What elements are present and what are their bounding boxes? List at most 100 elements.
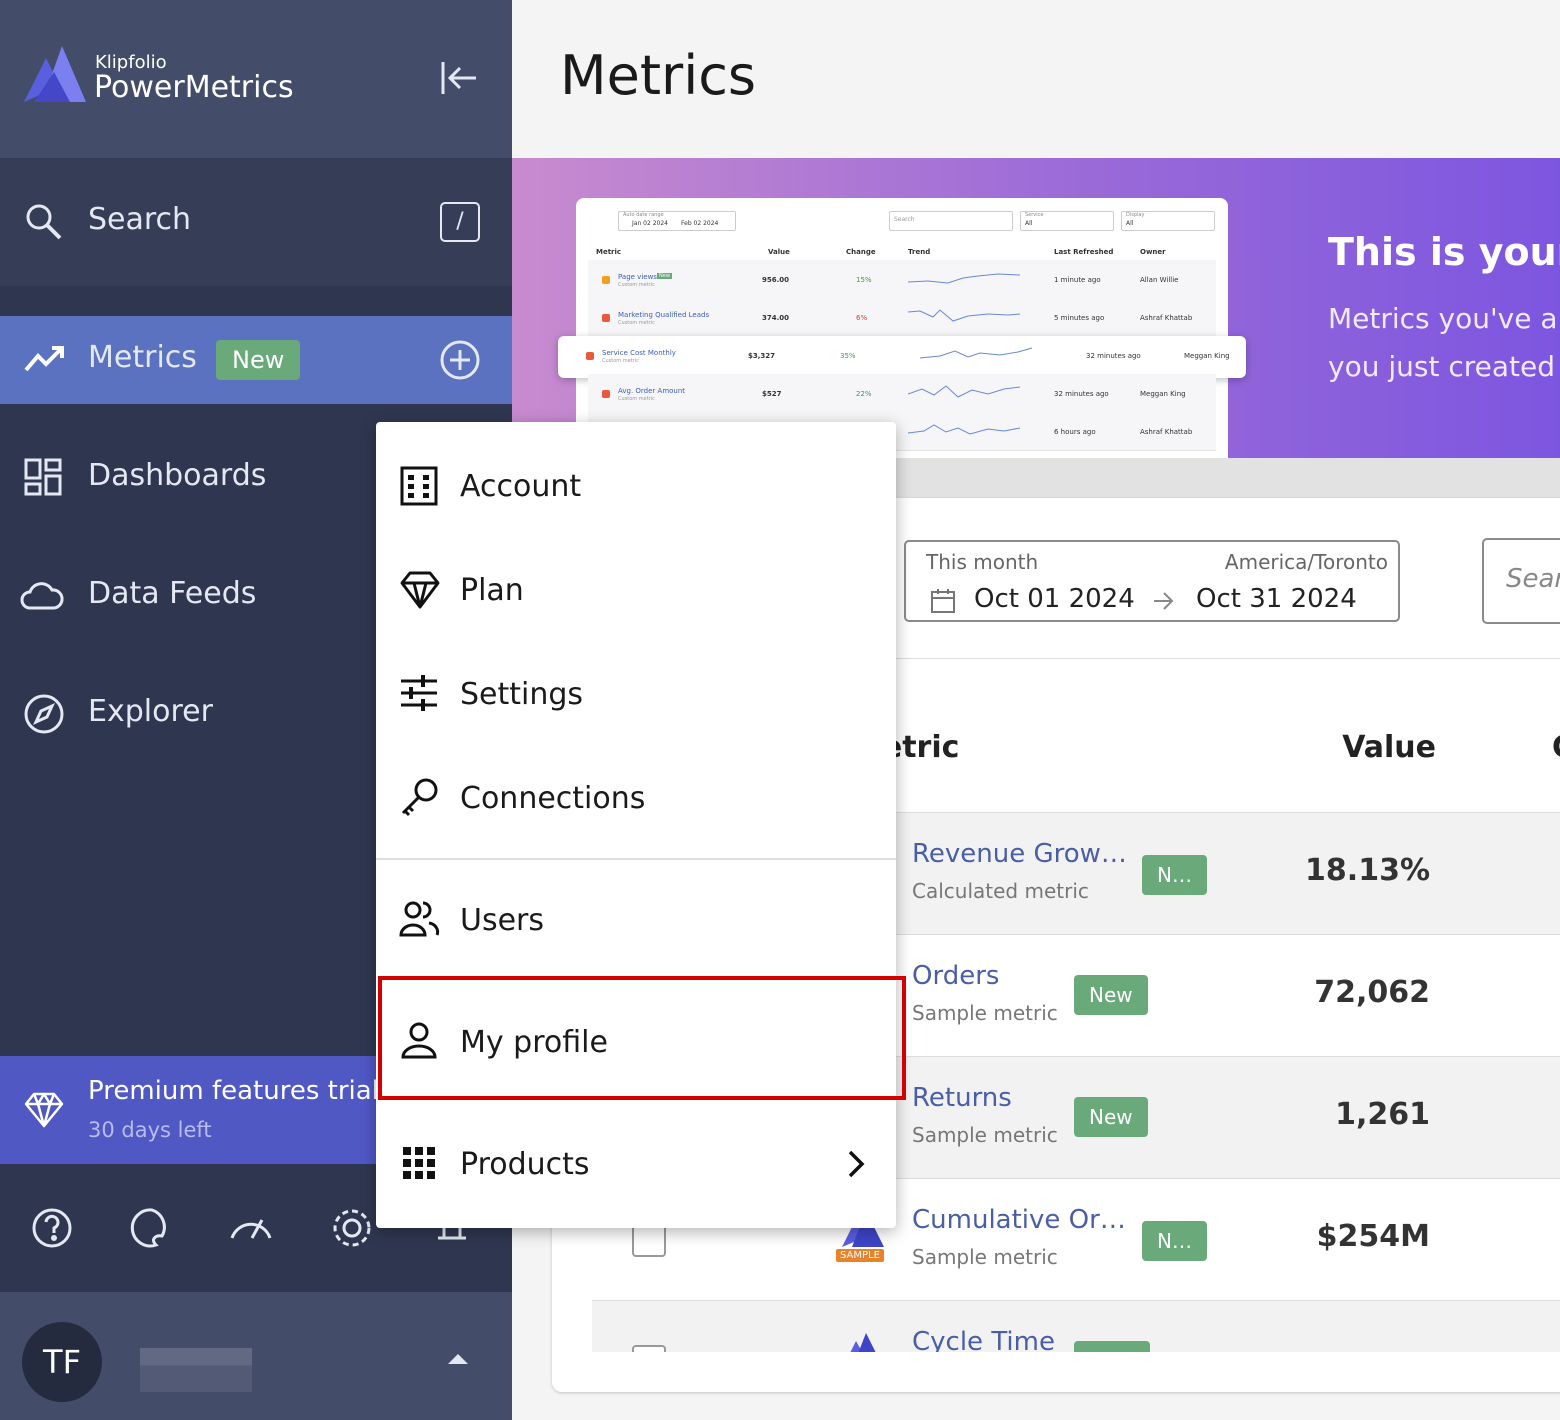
preview-select <box>1121 211 1215 231</box>
preview-text: 32 minutes ago <box>1054 390 1109 398</box>
metric-badge <box>1074 1341 1150 1352</box>
banner-line: you just created <box>1328 350 1555 383</box>
chevron-icon <box>848 1150 865 1178</box>
nav-icon <box>24 346 64 372</box>
highlight-box <box>378 976 906 1100</box>
metric-name[interactable]: Cumulative Or… <box>912 1205 1126 1235</box>
metric-value: 72,062 <box>1314 975 1430 1010</box>
metric-icon <box>850 1333 876 1352</box>
redacted-name <box>140 1348 252 1392</box>
preview-text: 6% <box>856 314 868 322</box>
preview-text: 35% <box>840 352 856 360</box>
preview-row <box>588 298 1216 337</box>
nav-item[interactable]: Dashboards <box>0 434 512 522</box>
preview-text: Feb 02 2024 <box>681 220 719 227</box>
table-row[interactable]: Cycle Time <box>592 1300 1560 1352</box>
menu-item[interactable]: Connections <box>376 748 896 848</box>
banner-title: This is your <box>1328 230 1560 274</box>
metric-name[interactable]: Returns <box>912 1083 1012 1113</box>
preview-text: Meggan King <box>1140 390 1186 398</box>
menu-item[interactable]: Products <box>376 1114 896 1214</box>
metric-icon <box>842 1211 884 1247</box>
preview-row <box>588 260 1216 299</box>
account-menu: Account Plan Settings Connections Users My pr… <box>376 422 896 1228</box>
preview-text: Service Cost Monthly <box>602 349 676 357</box>
preview-text: Custom metric <box>618 320 655 326</box>
preview-text: Last Refreshed <box>1054 248 1114 256</box>
menu-icon <box>399 901 440 937</box>
metric-name[interactable]: Cycle Time <box>912 1327 1055 1352</box>
preview-text: Custom metric <box>618 282 655 288</box>
nav-badge: New <box>216 340 301 380</box>
menu-item[interactable]: My profile <box>376 992 896 1092</box>
metric-badge: New <box>1074 1097 1148 1137</box>
date-filter[interactable]: This month America/Toronto Oct 01 2024 O… <box>904 540 1400 622</box>
menu-divider <box>376 858 896 860</box>
expand-icon[interactable] <box>446 1352 470 1366</box>
menu-item[interactable]: Plan <box>376 540 896 640</box>
preview-text: 6 hours ago <box>1054 428 1096 436</box>
preview-text: 374.00 <box>762 314 790 322</box>
timezone: America/Toronto <box>1224 550 1388 574</box>
metric-value: 1,261 <box>1335 1097 1430 1132</box>
search-input[interactable]: Search <box>1482 538 1560 624</box>
menu-label: Settings <box>460 676 584 712</box>
search-row[interactable]: Search / <box>0 158 512 286</box>
preview-text: Change <box>846 248 876 256</box>
user-bar[interactable]: TF <box>0 1292 512 1420</box>
add-icon <box>440 340 480 380</box>
search-label: Search <box>88 202 192 237</box>
menu-label: Products <box>460 1146 590 1182</box>
nav-item[interactable]: Metrics New <box>0 316 512 404</box>
menu-icon <box>400 466 438 506</box>
sample-badge: SAMPLE <box>836 1249 884 1262</box>
metric-type: Sample metric <box>912 1001 1058 1025</box>
table-row[interactable]: SAMPLE Cumulative Or… Sample metric N… $254M <box>592 1178 1560 1300</box>
preview-text: Display <box>1126 212 1145 218</box>
date-to: Oct 31 2024 <box>1196 584 1357 614</box>
row-checkbox[interactable] <box>632 1223 666 1257</box>
preview-text: All <box>1126 220 1134 227</box>
preview-text: Trend <box>908 248 931 256</box>
preview-row-icon <box>602 390 610 398</box>
metric-badge: N… <box>1142 1221 1207 1261</box>
preview-text: Custom metric <box>602 358 639 364</box>
preview-text: Marketing Qualified Leads <box>618 311 710 319</box>
preview-row-highlight <box>558 336 1246 378</box>
preview-text: 32 minutes ago <box>1086 352 1141 360</box>
menu-icon <box>400 571 440 609</box>
date-from: Oct 01 2024 <box>974 584 1135 614</box>
preview-text: Jan 02 2024 <box>632 220 668 227</box>
menu-item[interactable]: Settings <box>376 644 896 744</box>
preview-sparkline <box>908 424 1021 435</box>
nav-icon <box>24 694 64 734</box>
metric-value: 18.13% <box>1305 853 1430 888</box>
banner-line: Metrics you've a <box>1328 302 1558 335</box>
menu-icon <box>403 1147 435 1179</box>
preview-text: Value <box>768 248 790 256</box>
avatar: TF <box>22 1322 102 1402</box>
preview-sparkline <box>920 347 1033 359</box>
preview-text: $3,327 <box>748 352 776 360</box>
column-header: Change <box>1552 730 1560 765</box>
preview-text: Owner <box>1140 248 1166 256</box>
nav-label: Dashboards <box>88 458 267 493</box>
menu-label: Connections <box>460 780 646 816</box>
menu-item[interactable]: Users <box>376 870 896 970</box>
nav-label: Metrics <box>88 340 197 375</box>
nav-item[interactable]: Data Feeds <box>0 552 512 640</box>
column-header: Value <box>1342 730 1436 765</box>
metric-name[interactable]: Revenue Grow… <box>912 839 1127 869</box>
preview-text: New <box>657 273 672 279</box>
metric-type: Sample metric <box>912 1245 1058 1269</box>
row-checkbox[interactable] <box>632 1345 666 1352</box>
metric-name[interactable]: Orders <box>912 961 1000 991</box>
menu-item[interactable]: Account <box>376 436 896 536</box>
metric-badge: N… <box>1142 855 1207 895</box>
collapse-icon[interactable] <box>440 60 480 96</box>
page-title: Metrics <box>560 44 757 107</box>
trial-title: Premium features trial <box>88 1076 379 1106</box>
nav-item[interactable]: Explorer <box>0 670 512 758</box>
product-name: PowerMetrics <box>94 70 294 105</box>
